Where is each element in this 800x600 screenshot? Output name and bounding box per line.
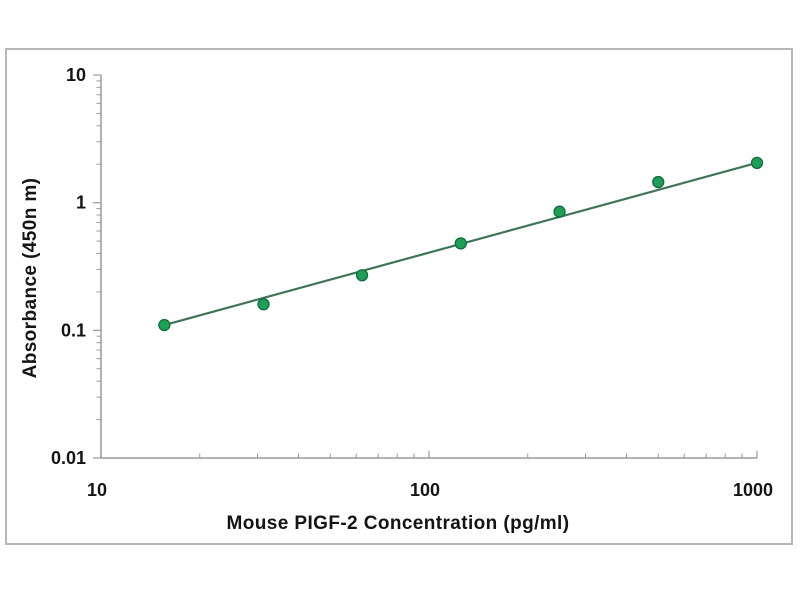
y-tick-label: 10	[66, 65, 86, 85]
data-point	[553, 205, 566, 218]
data-point	[750, 156, 764, 170]
data-point	[454, 237, 467, 250]
y-tick-label: 0.01	[51, 448, 86, 468]
x-tick-label: 10	[87, 480, 107, 500]
x-tick-label: 1000	[733, 480, 773, 500]
y-tick-label: 0.1	[61, 320, 86, 340]
figure-frame	[5, 48, 793, 545]
data-point	[652, 175, 665, 189]
x-axis-title: Mouse PIGF-2 Concentration (pg/ml)	[226, 513, 570, 534]
y-tick-label: 1	[76, 193, 86, 213]
x-tick-label: 100	[410, 480, 440, 500]
y-axis-title: Absorbance (450n m)	[20, 177, 41, 379]
data-point	[257, 298, 270, 311]
data-point	[355, 269, 369, 282]
data-point	[158, 318, 171, 332]
